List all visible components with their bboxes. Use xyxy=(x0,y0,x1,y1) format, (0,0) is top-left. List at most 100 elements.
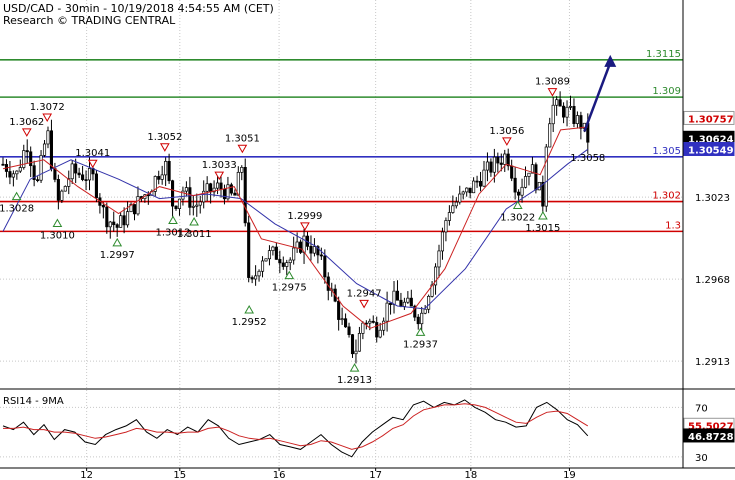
x-tick-label: 17 xyxy=(369,470,382,480)
swing-high-marker xyxy=(359,299,369,309)
rsi-tag-label: 55.5027 xyxy=(688,421,734,432)
x-tick-label: 15 xyxy=(173,470,186,480)
candle-body xyxy=(544,146,548,207)
candle-body xyxy=(240,167,244,173)
candle-body xyxy=(510,165,514,179)
candle-body xyxy=(274,246,278,260)
chart-title: USD/CAD - 30min - 10/19/2018 4:54:55 AM … xyxy=(3,2,274,15)
candle-body xyxy=(250,277,254,280)
candle-body xyxy=(319,254,323,257)
projection-arrowhead xyxy=(604,54,617,67)
projection-arrow xyxy=(583,62,612,132)
candle-body xyxy=(354,350,358,355)
swing-low-label: 1.3010 xyxy=(40,230,75,241)
candle-body xyxy=(219,182,223,190)
candle-body xyxy=(8,171,12,178)
candle-body xyxy=(184,187,188,192)
candle-body xyxy=(209,183,213,193)
swing-high-marker xyxy=(21,128,32,137)
candle-body xyxy=(157,176,161,180)
candle-body xyxy=(392,290,396,305)
candle-body xyxy=(215,182,220,189)
candle-body xyxy=(29,151,33,167)
candle-body xyxy=(337,300,341,320)
candle-body xyxy=(295,241,299,249)
candle-body xyxy=(136,196,140,215)
candle-body xyxy=(437,250,441,268)
candle-body xyxy=(229,184,233,194)
candle-body xyxy=(475,180,479,183)
ma-fast-line xyxy=(2,126,588,329)
candle-body xyxy=(222,188,227,200)
candle-body xyxy=(233,192,237,196)
swing-low-marker xyxy=(415,327,426,336)
candle-body xyxy=(63,186,67,192)
candle-body xyxy=(212,187,216,193)
candle-body xyxy=(568,106,573,108)
candle-body xyxy=(499,162,503,165)
candle-body xyxy=(32,165,36,181)
swing-high-marker xyxy=(214,171,225,181)
candle-body xyxy=(181,190,185,200)
candle-body xyxy=(344,318,348,328)
swing-low-marker xyxy=(52,218,63,227)
rsi-tag-box xyxy=(683,428,735,443)
swing-high-marker xyxy=(300,222,310,231)
candle-body xyxy=(84,179,88,181)
candle-body xyxy=(129,204,133,213)
candle-body xyxy=(42,143,47,156)
rsi-y-tick-label: 30 xyxy=(695,453,708,464)
candle-body xyxy=(285,262,289,267)
candle-body xyxy=(195,204,199,207)
price-tag-box xyxy=(683,110,735,125)
candle-body xyxy=(385,302,389,322)
swing-low-marker xyxy=(349,363,360,372)
candle-body xyxy=(18,167,22,172)
candle-body xyxy=(482,169,486,187)
candle-body xyxy=(122,215,126,226)
candle-body xyxy=(281,262,285,267)
candle-body xyxy=(492,156,496,173)
swing-low-label: 1.2952 xyxy=(232,317,267,328)
candle-body xyxy=(420,312,424,325)
swing-low-label: 1.3015 xyxy=(525,223,560,234)
candle-body xyxy=(399,299,403,307)
candle-body xyxy=(254,275,258,280)
support-resistance-levels: 1.3115 1.309 1.305 1.302 1.3 xyxy=(0,49,683,233)
swing-high-marker xyxy=(547,88,558,97)
swing-high-label: 1.2947 xyxy=(347,288,382,299)
candle-body xyxy=(226,184,230,200)
swing-high-label: 1.3089 xyxy=(535,77,570,88)
candle-body xyxy=(56,179,60,201)
rsi-y-tick-label: 70 xyxy=(695,403,708,414)
y-tick-label: 1.3023 xyxy=(695,193,730,204)
candle-body xyxy=(22,150,26,168)
candle-body xyxy=(530,164,534,174)
candle-body xyxy=(427,295,431,310)
candle-body xyxy=(67,178,71,187)
candle-body xyxy=(472,180,476,194)
candle-body xyxy=(340,318,344,321)
grid xyxy=(0,0,683,468)
candle-body xyxy=(565,106,569,118)
rsi-line xyxy=(2,399,589,458)
candle-body xyxy=(402,301,406,307)
swing-low-marker xyxy=(244,304,255,314)
swing-low-label: 1.3028 xyxy=(0,204,34,215)
candle-body xyxy=(101,205,105,208)
y-tick-label: 1.2913 xyxy=(695,357,730,368)
swing-high-label: 1.3062 xyxy=(9,117,44,128)
candle-body xyxy=(46,130,50,145)
price-tag-box xyxy=(683,141,735,156)
swing-low-marker xyxy=(284,270,295,280)
swing-high-label: 1.3072 xyxy=(30,102,65,113)
level-label: 1.3 xyxy=(665,220,681,231)
x-tick-label: 12 xyxy=(80,470,93,480)
swing-low-marker xyxy=(512,200,523,210)
swing-high-marker xyxy=(87,159,98,169)
candle-body xyxy=(202,190,206,203)
candle-body xyxy=(527,172,531,177)
candle-body xyxy=(395,290,400,301)
